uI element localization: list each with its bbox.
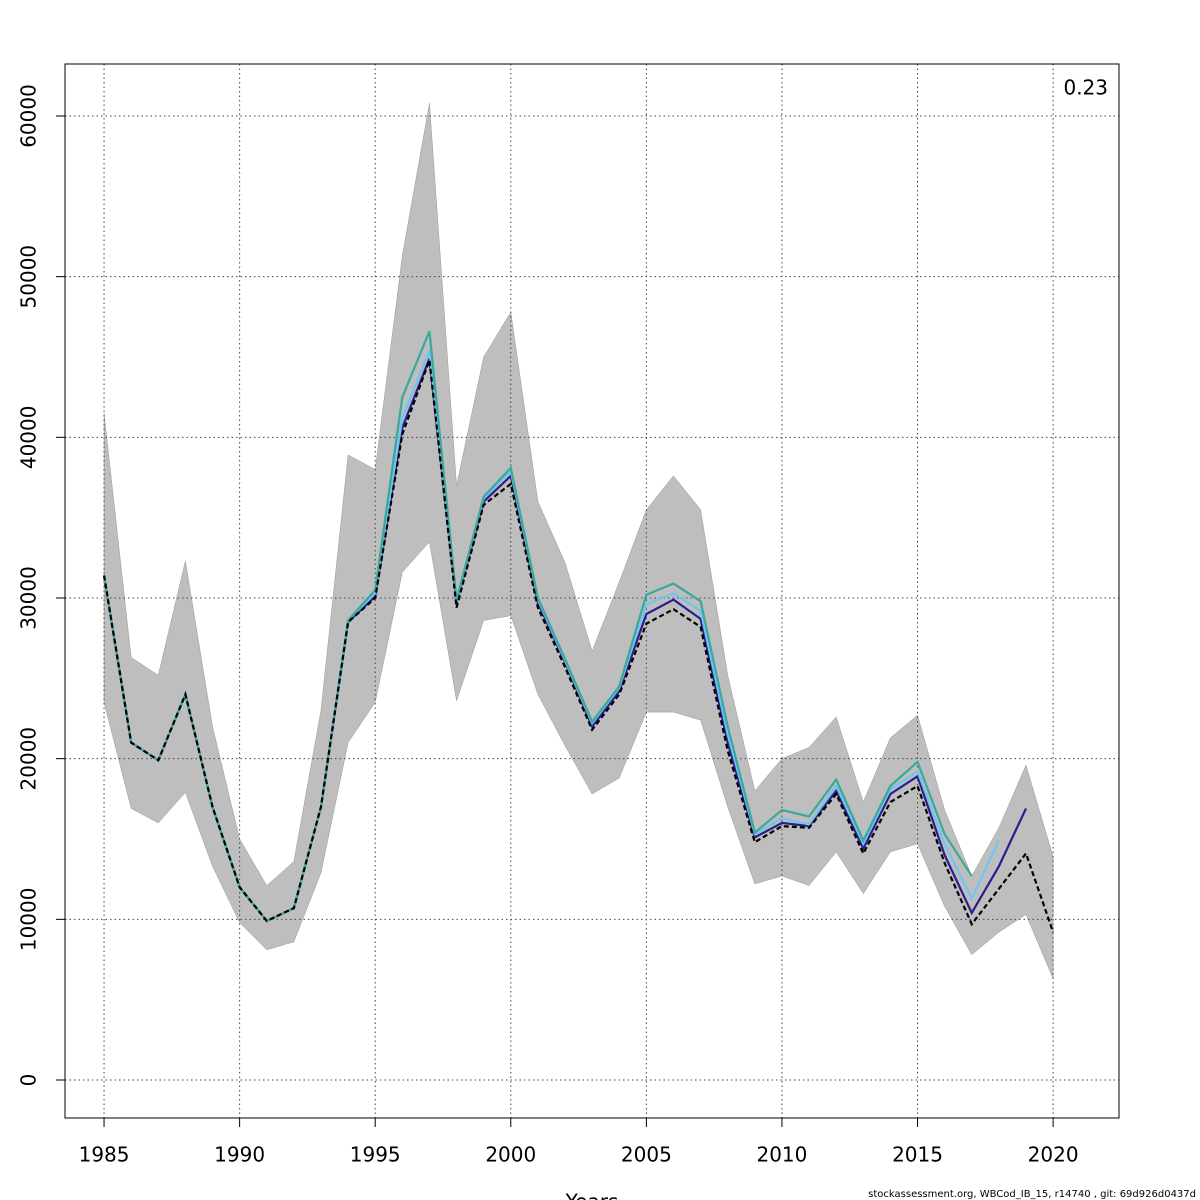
footer: stockassessment.org, WBCod_IB_15, r14740… [868,1189,1196,1200]
x-axis-label: Years [565,1190,619,1200]
x-tick-label: 2015 [892,1143,943,1167]
y-tick-label: 10000 [17,888,41,952]
x-tick-label: 2010 [756,1143,807,1167]
x-tick-label: 1985 [79,1143,130,1167]
confidence-band [103,103,1054,979]
x-tick-label: 2005 [621,1143,672,1167]
x-tick-label: 1990 [214,1143,265,1167]
x-tick-label: 2020 [1028,1143,1079,1167]
y-tick-label: 30000 [17,566,41,630]
y-tick-label: 20000 [17,727,41,791]
y-tick-label: 50000 [17,245,41,309]
series-line [102,330,973,923]
x-tick-label: 2000 [485,1143,536,1167]
y-tick-label: 0 [17,1074,41,1087]
annotation: 0.23 [1063,76,1108,100]
plot-frame [64,63,1120,1119]
y-tick-label: 40000 [17,406,41,470]
x-tick-label: 1995 [350,1143,401,1167]
y-tick-label: 60000 [17,84,41,148]
